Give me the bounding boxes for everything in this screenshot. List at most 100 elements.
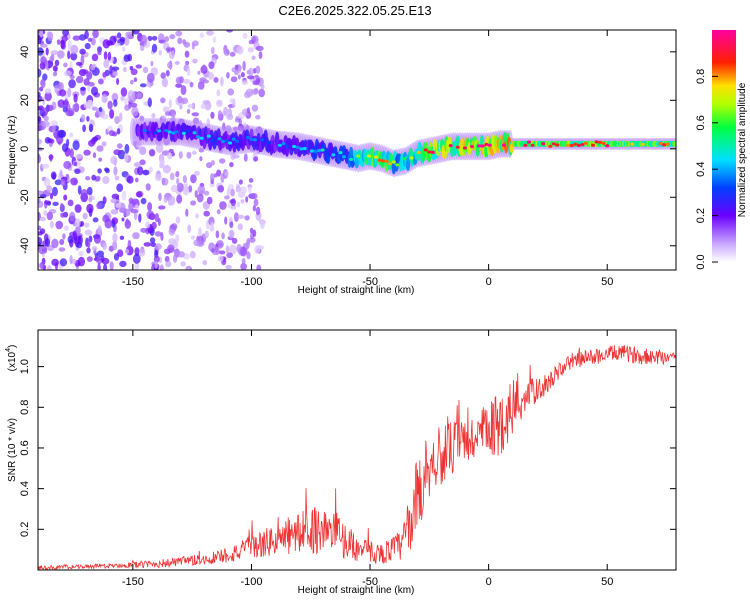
noise-blob — [208, 72, 214, 80]
noise-blob — [175, 171, 180, 178]
noise-blob — [134, 262, 140, 270]
noise-blob — [178, 151, 183, 159]
noise-blob — [38, 262, 41, 269]
noise-blob — [97, 263, 101, 270]
spectrogram-y-tick-label: -40 — [19, 238, 31, 254]
noise-blob — [75, 75, 84, 84]
noise-blob — [102, 176, 110, 184]
ridge-peak — [349, 157, 354, 161]
ridge-peak — [374, 155, 378, 159]
noise-blob — [260, 84, 265, 90]
noise-blob — [85, 176, 91, 181]
noise-blob — [155, 243, 162, 251]
noise-blob — [234, 69, 239, 76]
noise-blob — [119, 36, 126, 43]
noise-blob — [122, 46, 126, 52]
snr-y-tick-label: 0.8 — [19, 400, 31, 415]
noise-blob — [96, 250, 105, 258]
noise-blob — [119, 112, 123, 122]
noise-blob — [139, 83, 147, 88]
noise-blob — [103, 51, 108, 60]
noise-blob — [247, 47, 254, 53]
noise-blob — [221, 232, 225, 240]
noise-blob — [240, 199, 245, 204]
spectrogram-x-tick-label: -50 — [362, 276, 378, 288]
noise-blob — [113, 99, 118, 107]
ridge-peak — [640, 142, 645, 146]
noise-blob — [251, 55, 256, 61]
noise-blob — [226, 187, 230, 198]
noise-blob — [216, 89, 221, 97]
noise-blob — [191, 150, 197, 155]
noise-blob — [218, 250, 226, 255]
noise-blob — [240, 246, 248, 257]
noise-blob — [116, 78, 120, 85]
noise-blob — [258, 51, 263, 60]
ridge-peak — [171, 131, 176, 135]
noise-blob — [150, 213, 156, 221]
noise-blob — [177, 251, 185, 258]
noise-blob — [165, 260, 172, 268]
noise-blob — [191, 43, 195, 50]
noise-blob — [132, 253, 141, 264]
noise-blob — [42, 120, 50, 128]
noise-blob — [229, 221, 234, 229]
snr-panel: -150 -100 -50 0 50 0.2 0.4 0.6 0.8 1.0 Height of… — [5, 329, 677, 596]
ridge-peak — [309, 149, 314, 153]
noise-blob — [185, 208, 189, 217]
noise-blob — [135, 191, 143, 198]
noise-blob — [151, 113, 156, 119]
noise-blob — [151, 35, 158, 41]
colorbar-tick-label: 0.4 — [695, 162, 707, 177]
noise-blob — [86, 71, 93, 80]
noise-blob — [156, 143, 164, 153]
ridge-peak — [548, 144, 553, 148]
noise-blob — [180, 261, 186, 267]
noise-blob — [168, 200, 173, 206]
noise-blob — [42, 97, 46, 106]
noise-blob — [124, 104, 130, 111]
noise-blob — [148, 166, 153, 174]
noise-blob — [223, 106, 229, 116]
noise-blob — [113, 149, 122, 156]
noise-blob — [133, 77, 138, 82]
noise-blob — [84, 222, 90, 228]
noise-blob — [187, 224, 191, 234]
noise-blob — [108, 130, 115, 137]
noise-blob — [167, 244, 175, 253]
noise-blob — [82, 124, 86, 133]
noise-blob — [55, 220, 63, 230]
noise-blob — [91, 246, 98, 251]
ridge-peak — [302, 146, 307, 151]
noise-blob — [175, 30, 183, 37]
noise-blob — [101, 114, 109, 120]
noise-blob — [124, 248, 130, 254]
noise-blob — [225, 245, 230, 254]
noise-blob — [80, 86, 86, 91]
noise-blob — [105, 168, 110, 174]
noise-blob — [88, 235, 93, 243]
noise-blob — [101, 93, 108, 104]
noise-blob — [44, 200, 51, 205]
noise-blob — [136, 92, 142, 99]
ridge-peak — [388, 162, 393, 166]
noise-blob — [154, 173, 162, 182]
noise-blob — [114, 175, 120, 181]
ridge-peak — [181, 131, 186, 135]
ridge-peak — [199, 136, 204, 140]
noise-blob — [69, 255, 73, 265]
noise-blob — [77, 185, 82, 195]
noise-blob — [231, 237, 238, 244]
noise-blob — [69, 148, 74, 159]
noise-blob — [76, 242, 83, 249]
noise-blob — [52, 65, 58, 72]
noise-blob — [138, 248, 146, 257]
colorbar-tick-label: 0.2 — [695, 208, 707, 223]
noise-blob — [113, 166, 118, 176]
noise-blob — [200, 103, 207, 110]
noise-blob — [130, 209, 139, 214]
noise-blob — [137, 166, 144, 176]
noise-blob — [98, 106, 103, 112]
ridge-peak — [462, 146, 467, 150]
snr-y-label: SNR (10 * v/v) — [7, 418, 18, 482]
